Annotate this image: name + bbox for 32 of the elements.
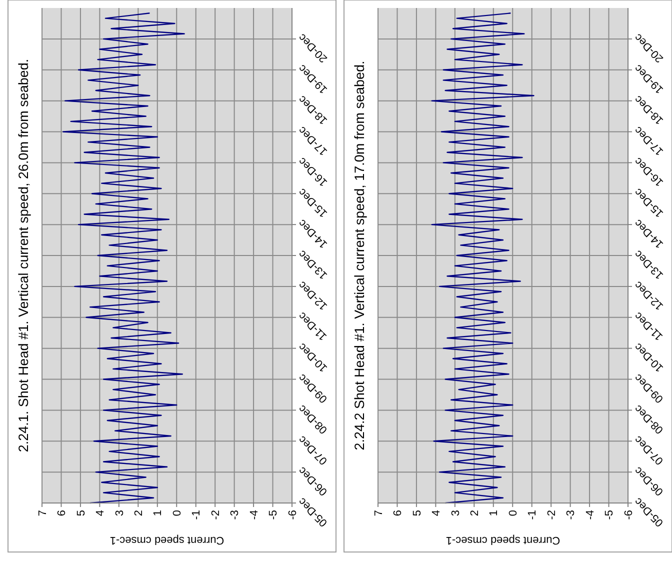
x-tick-label: -4 [584, 510, 596, 520]
x-tick-label: 6 [392, 510, 404, 516]
x-tick-label: 2 [469, 510, 482, 516]
x-tick-label: 7 [36, 510, 49, 516]
x-tick-label: -1 [526, 510, 539, 520]
x-tick-label: 5 [75, 510, 88, 516]
x-tick-label: -5 [268, 510, 280, 520]
x-tick-label: -6 [622, 510, 635, 520]
x-tick-label: -2 [546, 510, 558, 520]
x-tick-label: 0 [171, 510, 184, 516]
x-tick-label: -2 [210, 510, 222, 520]
x-tick-label: -6 [286, 510, 299, 520]
x-tick-label: 0 [507, 510, 520, 516]
x-tick-label: 4 [94, 510, 107, 516]
text: 2.24.1. Shot Head #1. Vertical current speed, 26.0m from seabed. [16, 58, 31, 452]
x-tick-label: 2 [133, 510, 146, 516]
x-tick-label: 1 [488, 510, 500, 516]
x-tick-label: 7 [372, 510, 385, 516]
x-axis-title: Current speed cmsec-1 [110, 534, 224, 546]
x-axis-title: Current speed cmsec-1 [446, 534, 560, 546]
x-tick-label: 6 [56, 510, 68, 516]
x-tick-label: 1 [152, 510, 164, 516]
x-tick-label: 3 [450, 510, 462, 516]
x-tick-label: -4 [248, 510, 260, 520]
x-tick-label: -1 [190, 510, 203, 520]
x-tick-label: -3 [229, 510, 242, 520]
x-tick-label: 4 [430, 510, 443, 516]
x-tick-label: -3 [565, 510, 578, 520]
x-tick-label: -5 [604, 510, 616, 520]
x-tick-label: 3 [114, 510, 126, 516]
text: 2.24.2 Shot Head #1. Vertical current speed, 17.0m from seabed. [352, 60, 367, 450]
x-tick-label: 5 [411, 510, 424, 516]
